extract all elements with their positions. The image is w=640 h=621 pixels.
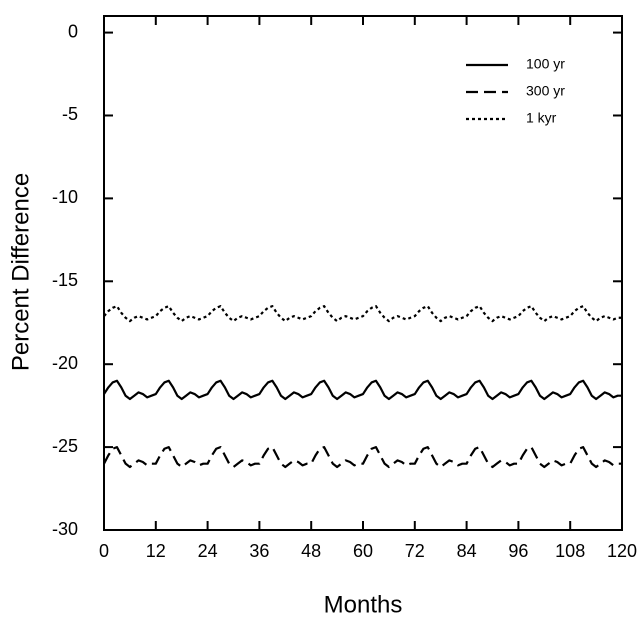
x-tick-label: 48 xyxy=(301,541,321,561)
x-tick-label: 36 xyxy=(249,541,269,561)
x-tick-label: 24 xyxy=(198,541,218,561)
y-tick-label: -20 xyxy=(52,353,78,373)
legend-label: 100 yr xyxy=(526,56,565,72)
series-line xyxy=(103,446,622,469)
y-tick-label: -15 xyxy=(52,270,78,290)
x-tick-label: 120 xyxy=(607,541,637,561)
x-tick-label: 12 xyxy=(146,541,166,561)
y-tick-label: 0 xyxy=(68,21,78,41)
series-line xyxy=(103,305,622,323)
x-tick-label: 72 xyxy=(405,541,425,561)
y-tick-label: -30 xyxy=(52,519,78,539)
x-tick-label: 60 xyxy=(353,541,373,561)
y-axis-title: Percent Difference xyxy=(7,173,34,371)
legend-label: 300 yr xyxy=(526,83,565,99)
y-tick-label: -5 xyxy=(62,104,78,124)
series-line xyxy=(103,379,622,401)
x-tick-label: 0 xyxy=(99,541,109,561)
y-tick-label: -25 xyxy=(52,436,78,456)
x-tick-label: 96 xyxy=(508,541,528,561)
y-tick-label: -10 xyxy=(52,187,78,207)
x-tick-label: 108 xyxy=(555,541,585,561)
x-axis-title: Months xyxy=(324,591,403,618)
x-tick-label: 84 xyxy=(457,541,477,561)
legend-label: 1 kyr xyxy=(526,110,557,126)
